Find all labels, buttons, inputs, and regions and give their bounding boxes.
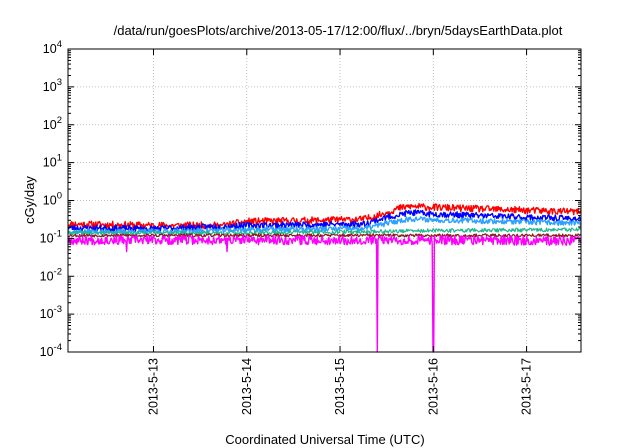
y-tick-label: 102: [43, 115, 62, 132]
y-tick-label: 10-1: [40, 228, 62, 245]
y-tick-label: 103: [43, 77, 62, 94]
series-line-6: [67, 234, 582, 353]
y-tick-label: 10-4: [40, 342, 62, 359]
x-tick-label: 2013-5-15: [333, 358, 347, 415]
y-tick-label: 104: [43, 39, 62, 56]
data-series: [67, 202, 582, 353]
x-axis-label: Coordinated Universal Time (UTC): [225, 432, 424, 447]
series-line-4: [67, 227, 582, 236]
series-line-1: [67, 202, 582, 230]
y-tick-label: 10-2: [40, 266, 62, 283]
x-tick-label: 2013-5-17: [520, 358, 534, 415]
plot-frame: [67, 48, 582, 353]
y-tick-label: 101: [43, 153, 62, 170]
y-tick-label: 100: [43, 191, 62, 208]
x-tick-label: 2013-5-13: [147, 358, 161, 415]
x-tick-label: 2013-5-14: [240, 358, 254, 415]
y-tick-label: 10-3: [40, 304, 62, 321]
y-axis-label: cGy/day: [22, 176, 37, 224]
chart-title: /data/run/goesPlots/archive/2013-05-17/1…: [114, 23, 563, 38]
series-line-5: [67, 233, 582, 238]
grid-lines: [68, 49, 581, 352]
x-tick-label: 2013-5-16: [426, 358, 440, 415]
